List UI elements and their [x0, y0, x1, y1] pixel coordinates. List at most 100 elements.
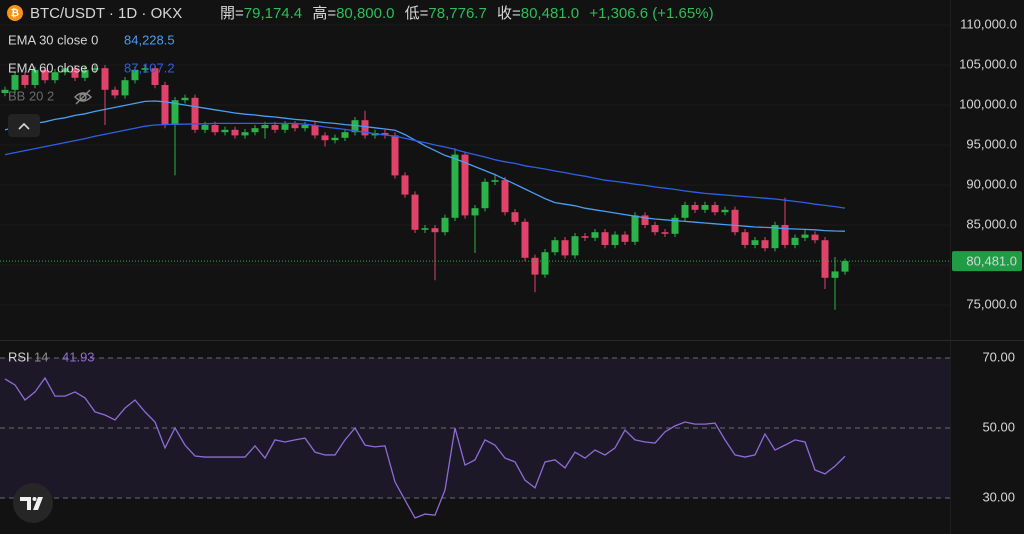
candle-body	[791, 237, 799, 245]
candle-body	[351, 120, 359, 133]
low-value: 78,776.7	[428, 5, 486, 22]
candle-body	[101, 68, 109, 90]
candle-body	[781, 225, 789, 245]
candle-body	[721, 209, 729, 213]
rsi-tick-label: 50.00	[982, 419, 1015, 434]
candle-body	[301, 125, 309, 129]
candle-body	[51, 72, 59, 81]
candle-body	[91, 68, 99, 70]
coin-icon-glyph: ₿	[11, 7, 19, 19]
high-label: 高=	[312, 5, 336, 22]
candle-body	[1, 89, 9, 93]
candle-body	[561, 240, 569, 256]
candle-body	[601, 232, 609, 245]
low-label: 低=	[405, 5, 429, 22]
price-tick-label: 100,000.0	[959, 96, 1017, 111]
candle-body	[431, 228, 439, 233]
hidden-eye-icon[interactable]	[74, 89, 92, 105]
candle-body	[401, 175, 409, 195]
ema30-value: 84,228.5	[124, 32, 175, 47]
candle-body	[71, 68, 79, 78]
open-value: 79,174.4	[244, 5, 302, 22]
rsi-band	[0, 357, 950, 498]
tv-logo-dot	[32, 497, 37, 501]
candle-body	[171, 100, 179, 125]
rsi-tick-label: 70.00	[982, 349, 1015, 364]
candle-body	[511, 212, 519, 222]
candle-body	[681, 205, 689, 218]
candle-body	[501, 180, 509, 213]
candle-body	[811, 234, 819, 241]
price-tick-label: 95,000.0	[966, 136, 1017, 151]
candle-body	[631, 215, 639, 242]
candle-body	[421, 228, 429, 230]
candle-body	[391, 135, 399, 176]
candle-body	[801, 234, 809, 238]
tv-logo-glyph	[20, 497, 43, 510]
candle-body	[161, 85, 169, 125]
candle-body	[201, 125, 209, 130]
last-price-label: 80,481.0	[966, 254, 1017, 269]
candle-body	[491, 180, 499, 182]
candle-body	[711, 205, 719, 213]
price-tick-label: 105,000.0	[959, 56, 1017, 71]
ohlc-header: 開=79,174.4 高=80,800.0 低=78,776.7 收=80,48…	[220, 5, 714, 22]
candle-body	[181, 97, 189, 101]
tv-logo[interactable]	[13, 483, 53, 523]
candle-body	[61, 68, 69, 73]
candle-body	[771, 225, 779, 249]
symbol-title: BTC/USDT · 1D · OKX	[30, 5, 182, 22]
candle-body	[481, 181, 489, 209]
ema60-legend[interactable]: EMA 60 close 0	[8, 60, 98, 75]
ema-line	[4, 122, 846, 209]
candle-body	[551, 240, 559, 253]
change-value: +1,306.6 (+1.65%)	[589, 5, 713, 22]
candle-body	[651, 225, 659, 233]
plot-layer	[0, 24, 950, 519]
candle-body	[31, 69, 39, 85]
price-tick-label: 110,000.0	[960, 16, 1017, 31]
candle-body	[321, 135, 329, 141]
candle-body	[611, 234, 619, 245]
rsi-legend-name[interactable]: RSI	[8, 349, 30, 364]
candle-body	[291, 124, 299, 129]
price-tick-label: 85,000.0	[966, 216, 1017, 231]
last-price-box	[952, 251, 1022, 272]
candle-body	[761, 240, 769, 249]
candle-body	[281, 124, 289, 130]
candle-body	[541, 252, 549, 275]
bb-legend[interactable]: BB 20 2	[8, 88, 54, 103]
collapse-chevron	[18, 122, 30, 130]
rsi-legend-value: 41.93	[62, 349, 95, 364]
collapse-button[interactable]	[8, 114, 40, 137]
candle-body	[641, 215, 649, 225]
eye-pupil	[79, 93, 87, 101]
candle-body	[111, 89, 119, 96]
close-value: 80,481.0	[521, 5, 579, 22]
candle-body	[821, 240, 829, 278]
candle-body	[131, 69, 139, 81]
candle-body	[81, 69, 89, 78]
rsi-legend-param: 14	[34, 349, 48, 364]
candle-body	[841, 261, 849, 272]
price-tick-label: 90,000.0	[966, 176, 1017, 191]
candle-body	[21, 75, 29, 85]
candle-body	[341, 132, 349, 138]
open-label: 開=	[220, 5, 244, 22]
candle-body	[581, 236, 589, 238]
candle-body	[751, 240, 759, 245]
candle-body	[251, 128, 259, 133]
candle-body	[531, 257, 539, 275]
ema30-legend[interactable]: EMA 30 close 0	[8, 32, 98, 47]
candle-body	[191, 97, 199, 130]
candle-body	[141, 68, 149, 70]
candle-body	[521, 221, 529, 258]
candle-body	[671, 217, 679, 234]
ema60-value: 87,107.2	[124, 60, 175, 75]
eye-slash	[75, 89, 91, 105]
candle-body	[831, 271, 839, 278]
candle-body	[241, 132, 249, 136]
candle-body	[11, 75, 19, 90]
candle-body	[261, 125, 269, 129]
